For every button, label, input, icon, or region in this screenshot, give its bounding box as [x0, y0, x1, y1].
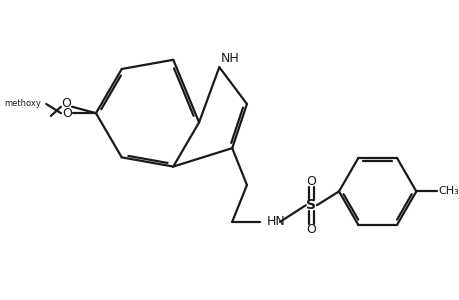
Text: O: O — [62, 107, 72, 120]
Text: NH: NH — [221, 52, 240, 65]
Text: methoxy: methoxy — [4, 100, 41, 109]
Text: CH₃: CH₃ — [437, 186, 458, 197]
Text: O: O — [306, 175, 316, 188]
Text: O: O — [306, 223, 316, 236]
Text: methoxy: methoxy — [6, 111, 45, 120]
Text: O: O — [62, 98, 71, 110]
Text: HN: HN — [267, 215, 285, 228]
Text: S: S — [306, 198, 316, 212]
